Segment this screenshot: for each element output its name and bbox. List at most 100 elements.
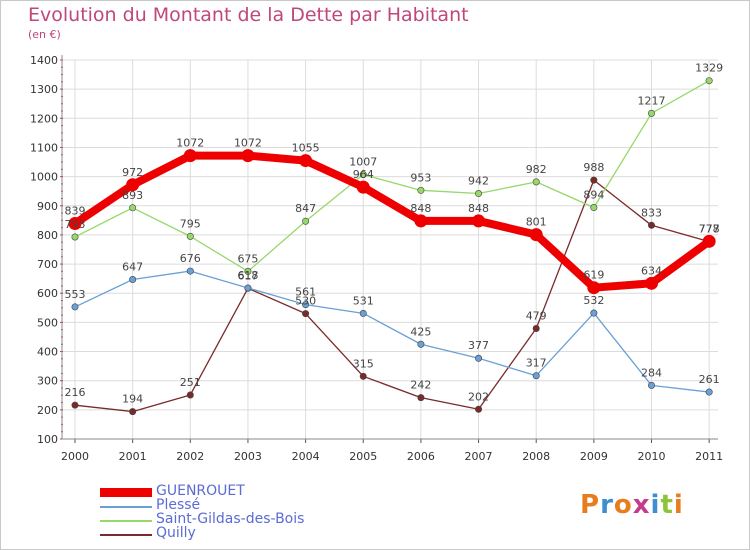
data-point <box>129 408 137 416</box>
data-label: 377 <box>468 339 489 352</box>
legend-label: Saint-Gildas-des-Bois <box>156 511 305 527</box>
data-label: 894 <box>583 189 604 202</box>
data-label: 317 <box>526 357 547 370</box>
y-tick-label: 800 <box>37 229 58 242</box>
data-point <box>647 109 655 117</box>
legend-swatch <box>100 506 152 508</box>
data-label: 1217 <box>638 94 666 107</box>
data-point <box>417 394 425 402</box>
data-point <box>183 149 197 163</box>
x-tick-label: 2001 <box>119 450 147 463</box>
data-label: 530 <box>295 295 316 308</box>
data-point <box>359 171 367 179</box>
data-point <box>302 217 310 225</box>
y-tick-label: 700 <box>37 258 58 271</box>
data-label: 284 <box>641 366 662 379</box>
data-point <box>186 391 194 399</box>
data-label: 1072 <box>234 137 262 150</box>
legend-swatch <box>100 534 152 536</box>
x-tick-label: 2003 <box>234 450 262 463</box>
data-label: 953 <box>410 171 431 184</box>
logo-letter: P <box>580 490 601 520</box>
series-line-Plessé <box>74 270 710 393</box>
data-point <box>414 214 428 228</box>
series-line-Saint-Gildas-des-Bois <box>74 80 710 273</box>
data-point <box>356 180 370 194</box>
y-tick-label: 1200 <box>30 112 58 125</box>
legend-swatch <box>100 520 152 522</box>
y-tick-label: 200 <box>37 404 58 417</box>
data-label: 942 <box>468 175 489 188</box>
data-point <box>302 301 310 309</box>
data-label: 202 <box>468 390 489 403</box>
data-point <box>302 310 310 318</box>
logo-letter: i <box>673 490 684 520</box>
data-label: 675 <box>237 252 258 265</box>
data-point <box>244 284 252 292</box>
y-tick-label: 1100 <box>30 141 58 154</box>
series-line-Quilly <box>74 179 710 413</box>
logo-letter: o <box>613 490 633 520</box>
data-point <box>126 178 140 192</box>
data-label: 839 <box>65 205 86 218</box>
data-label: 634 <box>641 264 662 277</box>
data-point <box>590 309 598 317</box>
data-point <box>475 405 483 413</box>
data-point <box>129 204 137 212</box>
data-label: 848 <box>468 202 489 215</box>
data-label: 972 <box>122 166 143 179</box>
x-tick-label: 2007 <box>465 450 493 463</box>
logo-letter: x <box>632 490 651 520</box>
data-label: 801 <box>526 216 547 229</box>
data-point <box>417 340 425 348</box>
data-label: 315 <box>353 357 374 370</box>
data-label: 833 <box>641 206 662 219</box>
y-tick-label: 1300 <box>30 83 58 96</box>
data-label: 988 <box>583 161 604 174</box>
data-label: 561 <box>295 286 316 299</box>
data-point <box>241 149 255 163</box>
data-point <box>71 401 79 409</box>
data-label: 647 <box>122 261 143 274</box>
y-tick-label: 500 <box>37 316 58 329</box>
y-tick-label: 400 <box>37 346 58 359</box>
data-label: 777 <box>699 223 720 236</box>
data-label: 617 <box>237 269 258 282</box>
x-tick-label: 2006 <box>407 450 435 463</box>
data-label: 553 <box>65 288 86 301</box>
x-tick-label: 2011 <box>695 450 723 463</box>
unit-label: (en €) <box>28 28 61 41</box>
data-label: 848 <box>410 202 431 215</box>
data-label: 1072 <box>176 137 204 150</box>
data-point <box>68 217 82 231</box>
data-point <box>475 190 483 198</box>
data-label: 982 <box>526 163 547 176</box>
x-tick-label: 2002 <box>176 450 204 463</box>
data-label: 242 <box>410 379 431 392</box>
data-point <box>705 77 713 85</box>
data-point <box>590 176 598 184</box>
data-label: 1055 <box>292 142 320 155</box>
data-point <box>71 233 79 241</box>
data-label: 425 <box>410 325 431 338</box>
y-tick-label: 900 <box>37 200 58 213</box>
y-tick-label: 100 <box>37 433 58 446</box>
series-line-GUENROUET <box>72 151 712 292</box>
data-point <box>475 354 483 362</box>
data-label: 261 <box>699 373 720 386</box>
y-tick-label: 1000 <box>30 171 58 184</box>
data-label: 532 <box>583 294 604 307</box>
legend-label: GUENROUET <box>156 483 245 499</box>
x-tick-label: 2009 <box>580 450 608 463</box>
x-tick-label: 2008 <box>522 450 550 463</box>
data-point <box>647 221 655 229</box>
data-point <box>590 204 598 212</box>
legend-label: Quilly <box>156 525 196 541</box>
data-point <box>186 267 194 275</box>
data-point <box>129 276 137 284</box>
y-tick-label: 300 <box>37 375 58 388</box>
x-tick-label: 2000 <box>61 450 89 463</box>
data-point <box>359 309 367 317</box>
data-point <box>417 186 425 194</box>
